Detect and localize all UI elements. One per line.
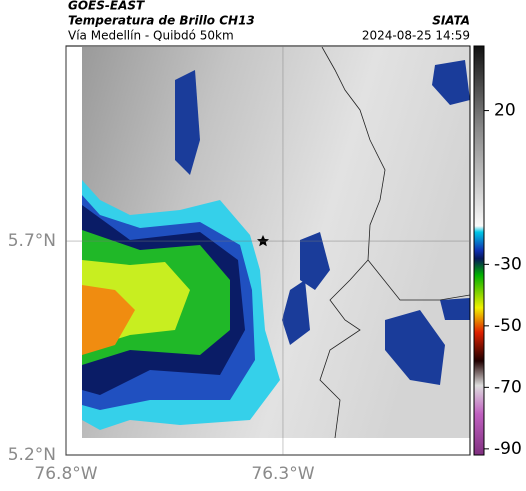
colorbar-tick-label: -70	[494, 377, 522, 397]
colorbar-tick-label: -50	[494, 316, 522, 336]
region: Vía Medellín - Quibdó 50km	[68, 29, 234, 43]
y-tick-label: 5.2°N	[8, 445, 56, 465]
x-tick-label: 76.8°W	[34, 464, 97, 484]
y-tick-label: 5.7°N	[8, 231, 56, 251]
satellite-image	[82, 47, 470, 438]
colorbar-tick-label: -90	[494, 439, 522, 459]
datetime: 2024-08-25 14:59	[362, 29, 470, 43]
colorbar-tick-label: -30	[494, 254, 522, 274]
colorbar-tick-label: 20	[494, 101, 516, 121]
source: SIATA	[432, 14, 470, 28]
product: Temperatura de Brillo CH13	[68, 14, 255, 28]
satellite: GOES-EAST	[68, 0, 145, 13]
colorbar	[473, 45, 485, 456]
x-tick-label: 76.3°W	[251, 464, 314, 484]
